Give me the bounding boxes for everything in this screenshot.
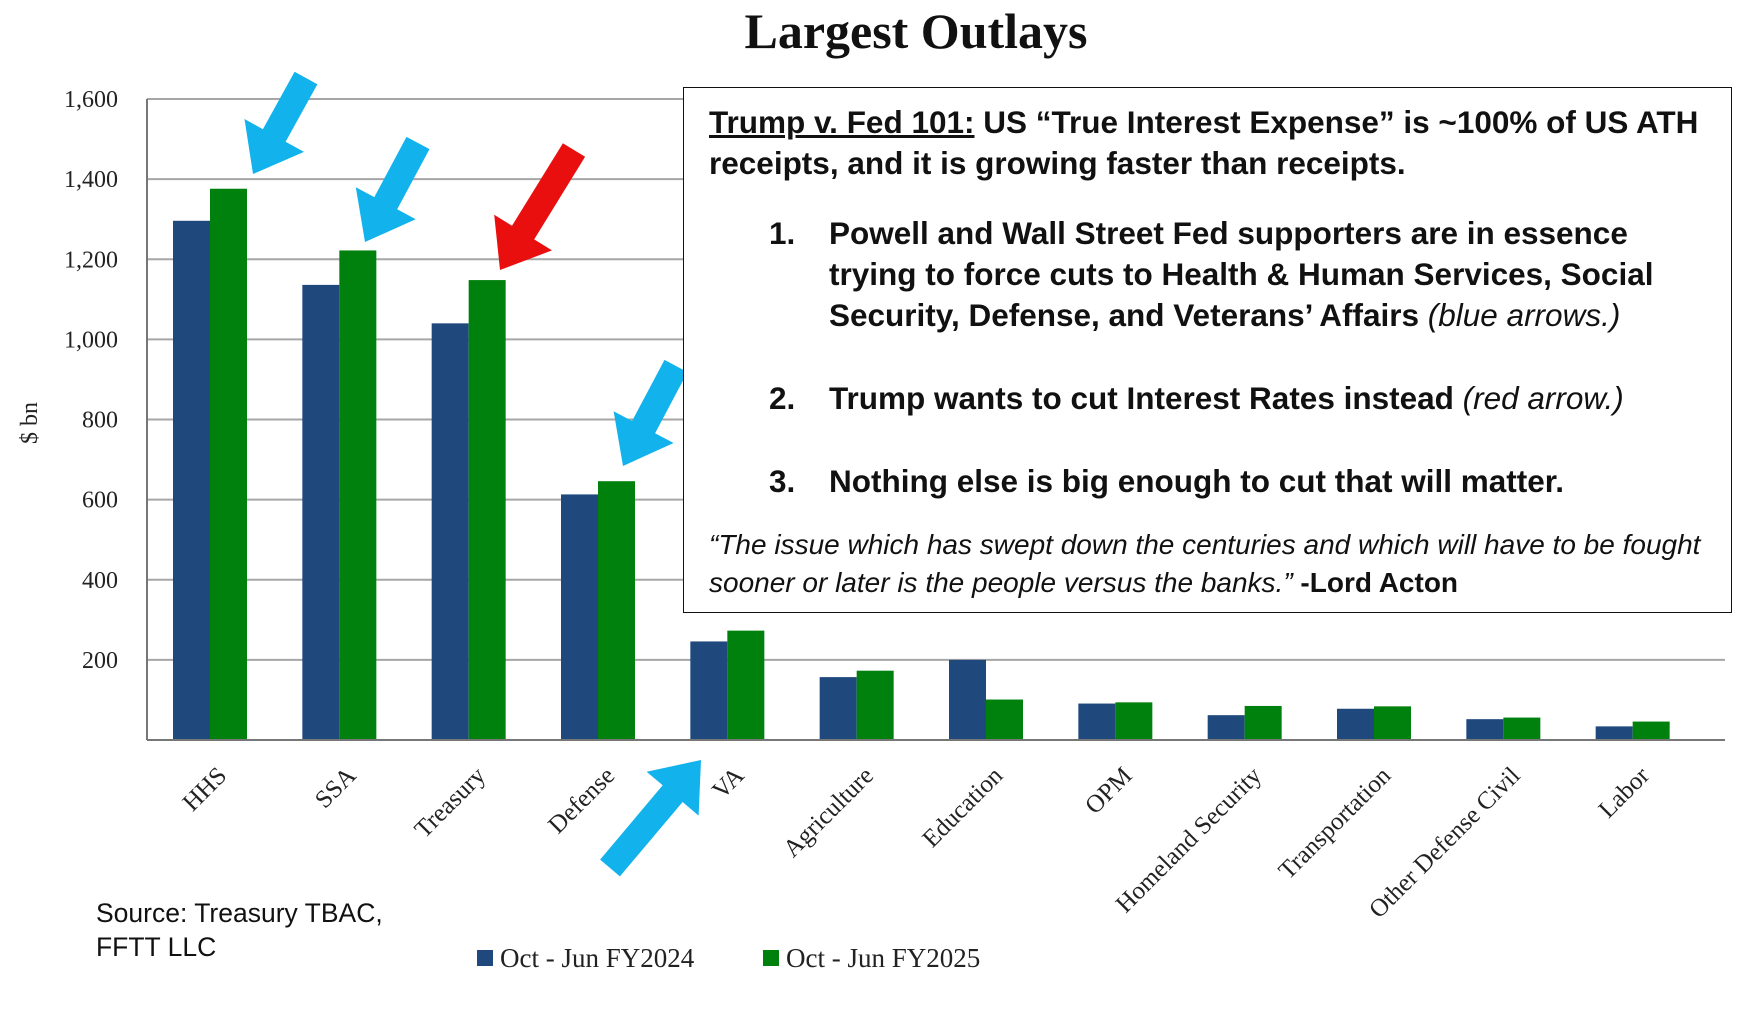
bar-transportation-fy2024 [1337,708,1374,740]
source-note: Source: Treasury TBAC, FFTT LLC [96,898,383,962]
callout-item-number: 1. [769,215,796,251]
callout-headline: Trump v. Fed 101: US “True Interest Expe… [709,102,1707,184]
callout-item-note: (blue arrows.) [1419,297,1621,333]
callout-item-number: 2. [769,380,796,416]
y-axis-ticks: 200 400 600 800 1,000 1,200 1,400 1,600 [64,87,118,674]
bar-treasury-fy2024 [431,323,469,740]
callout-item-2: 2. Trump wants to cut Interest Rates ins… [709,378,1707,419]
bar-labor-fy2025 [1632,721,1670,740]
callout-list: 1. Powell and Wall Street Fed supporters… [709,213,1707,502]
callout-item-note: (red arrow.) [1453,380,1624,416]
x-tick-label: HHS [178,762,232,816]
legend-label-fy2024: Oct - Jun FY2024 [500,943,695,973]
bar-education-fy2025 [986,699,1023,740]
callout-item-body: Powell and Wall Street Fed supporters ar… [829,213,1707,336]
legend-swatch-fy2025 [763,950,779,966]
bar-other-defense-civil-fy2024 [1466,719,1504,740]
quote-author: -Lord Acton [1292,567,1459,598]
bar-treasury-fy2025 [468,280,506,740]
x-tick-label: Education [917,762,1008,853]
y-tick-label: 1,200 [64,247,118,273]
callout-item-number: 3. [769,463,796,499]
callout-item-text: Nothing else is big enough to cut that w… [829,463,1565,499]
arrow-icon-ssa [355,136,430,242]
bar-va-fy2025 [727,630,765,740]
arrow-icon-hhs [244,71,318,174]
y-tick-label: 200 [82,648,118,674]
bars [173,188,1670,741]
x-tick-label: SSA [310,762,362,814]
bar-labor-fy2024 [1595,726,1633,740]
callout-item-3: 3. Nothing else is big enough to cut tha… [709,461,1707,502]
bar-homeland-security-fy2024 [1207,715,1245,740]
x-tick-label: Labor [1594,762,1656,824]
bar-ssa-fy2025 [339,250,377,740]
legend-label-fy2025: Oct - Jun FY2025 [786,943,980,973]
annotation-arrows [244,71,701,877]
x-tick-label: Agriculture [778,762,879,863]
bar-defense-fy2025 [598,481,635,740]
bar-opm-fy2024 [1078,703,1116,740]
arrow-icon-defense [613,359,688,466]
bar-homeland-security-fy2025 [1244,705,1282,740]
y-tick-label: 1,000 [64,327,118,353]
legend: Oct - Jun FY2024 Oct - Jun FY2025 [477,943,980,973]
x-tick-label: Homeland Security [1111,762,1267,918]
callout-item-text: Powell and Wall Street Fed supporters ar… [829,215,1654,333]
bar-transportation-fy2025 [1374,706,1411,740]
y-tick-label: 1,600 [64,87,118,113]
bar-hhs-fy2025 [210,188,247,741]
quote-text: “The issue which has swept down the cent… [709,529,1701,598]
callout-headline-underlined: Trump v. Fed 101: [709,104,975,140]
callout-item-body: Nothing else is big enough to cut that w… [829,461,1707,502]
x-tick-label: Treasury [410,762,492,844]
bar-defense-fy2024 [561,494,598,740]
x-tick-label: Defense [543,762,620,839]
arrow-icon-va [600,760,701,877]
bar-agriculture-fy2025 [856,670,894,740]
legend-swatch-fy2024 [477,950,493,966]
bar-hhs-fy2024 [173,220,210,741]
callout-quote: “The issue which has swept down the cent… [709,526,1707,602]
y-tick-label: 800 [82,408,118,434]
y-tick-label: 1,400 [64,167,118,193]
bar-agriculture-fy2024 [819,677,857,740]
bar-ssa-fy2024 [302,284,340,740]
y-tick-label: 400 [82,568,118,594]
arrow-icon-treasury [494,143,586,270]
bar-va-fy2024 [690,641,728,740]
y-axis-label: $ bn [17,402,43,444]
callout-item-body: Trump wants to cut Interest Rates instea… [829,378,1707,419]
x-tick-label: OPM [1080,762,1137,819]
callout-item-1: 1. Powell and Wall Street Fed supporters… [709,213,1707,336]
y-tick-label: 600 [82,488,118,514]
x-tick-label: VA [707,762,749,804]
chart-title: Largest Outlays [744,3,1087,59]
bar-other-defense-civil-fy2025 [1503,717,1541,740]
callout-item-text: Trump wants to cut Interest Rates instea… [829,380,1454,416]
x-tick-label: Transportation [1274,762,1397,885]
callout-box: Trump v. Fed 101: US “True Interest Expe… [683,87,1732,613]
bar-education-fy2024 [949,659,986,740]
callout-headline-rest: US “True Interest Expense” is ~100% of U… [709,104,1699,181]
bar-opm-fy2025 [1115,702,1153,740]
